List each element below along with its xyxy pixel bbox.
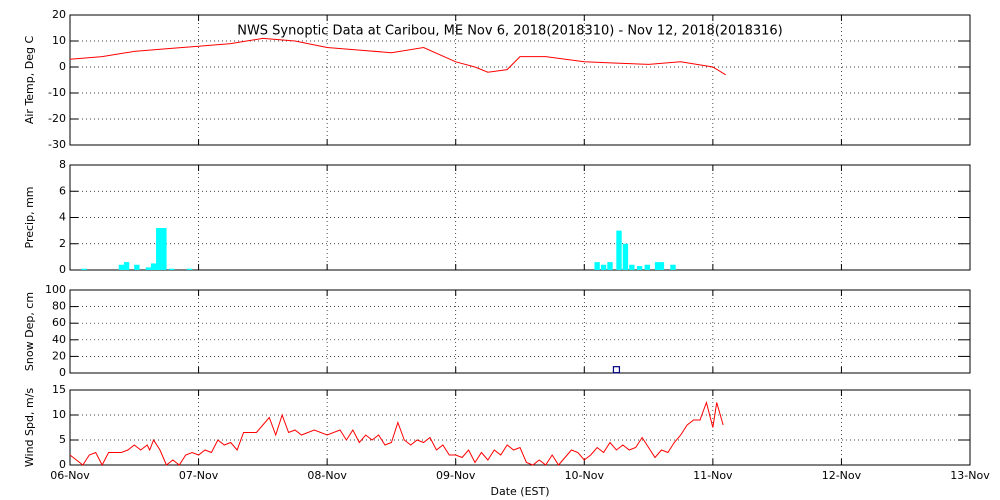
y-tick-label: -30 bbox=[48, 138, 66, 151]
panel-frame bbox=[69, 164, 971, 271]
y-tick-label: 20 bbox=[52, 349, 66, 362]
bar bbox=[658, 262, 665, 270]
bar bbox=[629, 264, 635, 270]
y-tick-label: 60 bbox=[52, 316, 66, 329]
x-axis-label: Date (EST) bbox=[490, 485, 549, 498]
bar bbox=[118, 264, 125, 270]
bar bbox=[607, 262, 613, 270]
x-tick-label: 09-Nov bbox=[436, 469, 476, 482]
y-tick-label: -10 bbox=[48, 86, 66, 99]
y-tick-label: 20 bbox=[52, 8, 66, 21]
x-tick-label: 10-Nov bbox=[565, 469, 605, 482]
bar bbox=[594, 262, 600, 270]
bar bbox=[145, 267, 152, 270]
y-tick-label: 0 bbox=[59, 366, 66, 379]
y-tick-label: 10 bbox=[52, 408, 66, 421]
bar bbox=[161, 228, 167, 270]
y-axis-label: Wind Spd, m/s bbox=[23, 388, 36, 468]
y-tick-label: 0 bbox=[59, 263, 66, 276]
bar bbox=[616, 230, 622, 270]
panel-frame bbox=[69, 389, 971, 466]
x-tick-label: 07-Nov bbox=[179, 469, 219, 482]
y-tick-label: 6 bbox=[59, 184, 66, 197]
bar bbox=[644, 264, 650, 270]
data-line bbox=[69, 37, 726, 76]
y-tick-label: 4 bbox=[59, 211, 66, 224]
bar bbox=[600, 264, 607, 270]
panel-frame bbox=[69, 14, 971, 146]
x-tick-label: 13-Nov bbox=[950, 469, 990, 482]
y-axis-label: Precip, mm bbox=[23, 187, 36, 249]
y-tick-label: 15 bbox=[52, 383, 66, 396]
x-tick-label: 11-Nov bbox=[693, 469, 733, 482]
bar bbox=[186, 268, 193, 270]
point bbox=[612, 366, 621, 374]
bar bbox=[622, 243, 629, 270]
bar bbox=[156, 228, 162, 270]
panel-frame bbox=[69, 289, 971, 374]
data-line bbox=[69, 400, 724, 467]
y-axis-label: Air Temp, Deg C bbox=[23, 36, 36, 125]
x-tick-label: 12-Nov bbox=[822, 469, 862, 482]
y-tick-label: 8 bbox=[59, 158, 66, 171]
y-tick-label: -20 bbox=[48, 112, 66, 125]
y-axis-label: Snow Dep, cm bbox=[23, 292, 36, 371]
bar bbox=[123, 262, 130, 270]
y-tick-label: 10 bbox=[52, 34, 66, 47]
y-tick-label: 100 bbox=[45, 283, 66, 296]
y-tick-label: 5 bbox=[59, 433, 66, 446]
bar bbox=[150, 263, 157, 270]
y-tick-label: 0 bbox=[59, 60, 66, 73]
bar bbox=[168, 268, 175, 270]
bar bbox=[636, 266, 643, 270]
bar bbox=[670, 264, 676, 270]
bar bbox=[654, 262, 661, 270]
x-tick-label: 06-Nov bbox=[50, 469, 90, 482]
x-tick-label: 08-Nov bbox=[307, 469, 347, 482]
y-tick-label: 80 bbox=[52, 300, 66, 313]
bar bbox=[134, 264, 140, 270]
chart-title: NWS Synoptic Data at Caribou, ME Nov 6, … bbox=[237, 24, 783, 39]
y-tick-label: 40 bbox=[52, 333, 66, 346]
y-tick-label: 2 bbox=[59, 237, 66, 250]
y-tick-label: 0 bbox=[59, 458, 66, 471]
bar bbox=[81, 268, 87, 270]
